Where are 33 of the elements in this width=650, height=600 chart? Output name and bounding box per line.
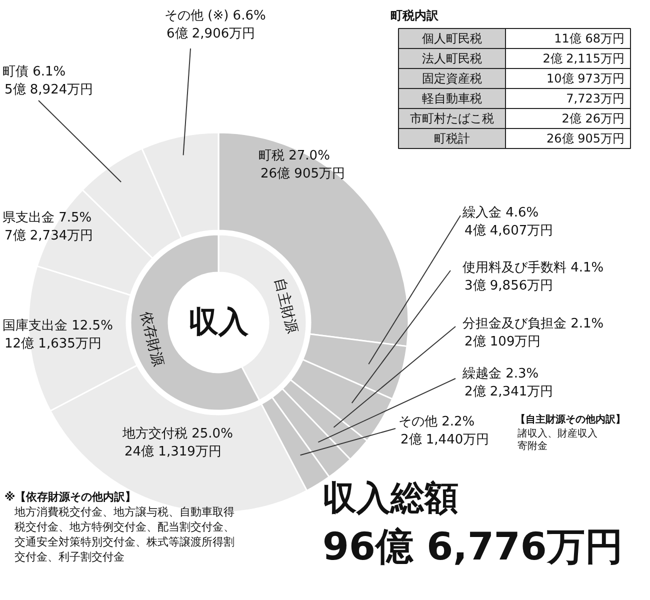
slice-label: 繰越金 2.3% 2億 2,341万円	[462, 366, 554, 400]
text: 固定資産税	[422, 72, 482, 86]
slice-label: その他 2.2% 2億 1,440万円	[398, 414, 490, 448]
text: 収入	[188, 305, 250, 340]
text: 法人町民税	[422, 52, 482, 66]
text: 10億 973万円	[546, 72, 625, 86]
text: 【自主財源その他内訳】	[516, 414, 626, 426]
text: ※【依存財源その他内訳】	[4, 490, 136, 504]
slice-label: 地方交付税 25.0% 24億 1,319万円	[122, 426, 233, 460]
text: 7,723万円	[566, 92, 625, 106]
slice-label: 繰入金 4.6% 4億 4,607万円	[462, 206, 554, 238]
text: 収入総額	[322, 478, 458, 518]
text: 町税内訳	[390, 8, 440, 22]
text: 2億 26万円	[562, 112, 624, 126]
text: 96億 6,776万円	[322, 524, 623, 568]
slice-label: その他 (※) 6.6% 6億 2,906万円	[164, 8, 266, 42]
text: 自主財源	[271, 276, 300, 336]
slice-label: 国庫支出金 12.5% 12億 1,635万円	[2, 318, 113, 352]
slice-label: 町税 27.0% 26億 905万円	[258, 148, 345, 182]
text: 11億 68万円	[554, 32, 625, 46]
text: 地方消費税交付金、地方譲与税、自動車取得税交付金、地方特例交付金、配当割交付金、交通安全対策特別交付金、株式等譲渡所得割交付金、利子割交付金	[14, 506, 234, 564]
text: 個人町民税	[422, 32, 482, 46]
text: 軽自動車税	[422, 92, 482, 106]
text: 市町村たばこ税	[410, 112, 494, 126]
text: 26億 905万円	[546, 132, 625, 146]
text: 依存財源	[137, 310, 166, 368]
slice-label: 町債 6.1% 5億 8,924万円	[2, 64, 94, 98]
text: 諸収入、財産収入寄附金	[518, 428, 598, 452]
text: 2億 2,115万円	[542, 52, 625, 66]
slice-label: 県支出金 7.5% 7億 2,734万円	[2, 210, 94, 244]
slice-label: 分担金及び負担金 2.1% 2億 109万円	[462, 316, 604, 350]
slice-label: 使用料及び手数料 4.1% 3億 9,856万円	[462, 260, 604, 294]
text: 町税計	[434, 132, 470, 146]
